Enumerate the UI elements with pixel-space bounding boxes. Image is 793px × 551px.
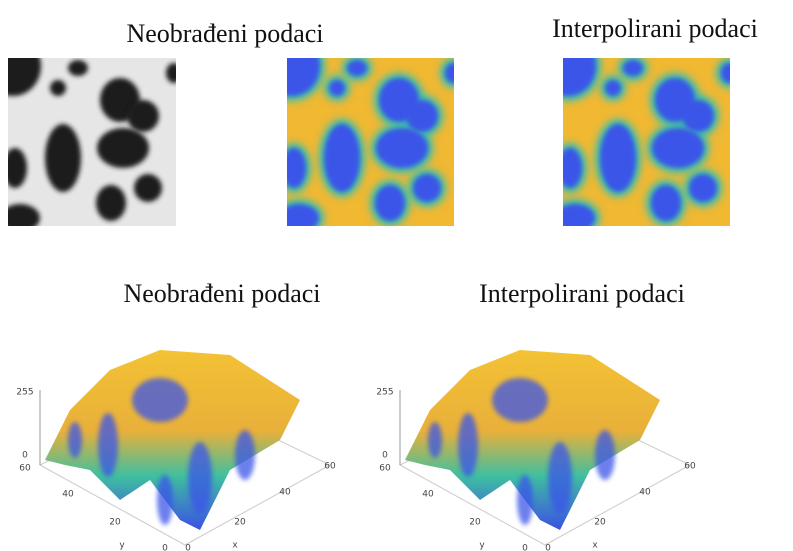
blob	[8, 204, 40, 226]
blob	[563, 148, 582, 188]
valley	[235, 430, 255, 480]
x-tick-label: 60	[684, 462, 696, 472]
blob	[600, 124, 636, 192]
surface-plot: Neobrađeni podaci 0 255 0 20 40 60 0 20 40 60 x y	[16, 279, 336, 551]
blob	[134, 174, 162, 202]
plot-title: Interpolirani podaci	[479, 279, 685, 308]
title: Interpolirani podaci	[552, 14, 758, 43]
blob	[8, 148, 27, 188]
y-tick-label: 60	[379, 464, 391, 474]
blob	[563, 58, 596, 96]
y-axis-label: y	[479, 541, 485, 551]
blob	[413, 174, 441, 202]
blob	[45, 124, 81, 192]
x-tick-label: 60	[324, 462, 336, 472]
blob	[652, 128, 704, 168]
valley	[492, 378, 548, 422]
blob	[375, 185, 405, 221]
valley	[98, 413, 118, 477]
images	[8, 58, 730, 226]
blob	[721, 63, 730, 83]
blob	[329, 80, 345, 96]
blob	[376, 128, 428, 168]
surface-plot: Interpolirani podaci 0 255 0 20 40 60 0 20 40 60 x y	[376, 279, 696, 551]
x-tick-label: 0	[545, 544, 551, 551]
y-tick-label: 0	[162, 544, 168, 551]
valley	[548, 442, 572, 514]
y-tick-label: 60	[19, 464, 31, 474]
x-tick-label: 0	[185, 544, 191, 551]
blob	[445, 63, 454, 83]
blob	[651, 185, 681, 221]
blob	[689, 174, 717, 202]
blob	[287, 148, 306, 188]
z-tick-label: 255	[16, 388, 33, 398]
plots: Neobrađeni podaci025502040600204060xyInt…	[16, 279, 696, 551]
y-tick-label: 20	[109, 518, 121, 528]
blob	[287, 58, 320, 96]
blob	[682, 100, 714, 132]
y-tick-label: 20	[469, 518, 481, 528]
blob	[97, 128, 149, 168]
blob	[347, 60, 367, 76]
valley	[157, 475, 173, 525]
y-tick-label: 40	[62, 490, 74, 500]
blob	[127, 100, 159, 132]
blob	[68, 60, 88, 76]
blob	[8, 58, 41, 96]
blob	[324, 124, 360, 192]
image	[287, 58, 454, 226]
valley	[458, 413, 478, 477]
blob	[166, 63, 176, 83]
image	[563, 58, 730, 226]
blob	[96, 185, 126, 221]
valley	[68, 422, 82, 458]
blob	[287, 204, 319, 226]
valley	[188, 442, 212, 514]
x-tick-label: 20	[594, 518, 606, 528]
surface	[405, 350, 660, 530]
image	[8, 58, 176, 226]
x-tick-label: 40	[639, 488, 651, 498]
x-axis-label: x	[232, 541, 238, 551]
z-tick-label: 255	[376, 388, 393, 398]
surface	[45, 350, 300, 530]
x-tick-label: 40	[279, 488, 291, 498]
blob	[623, 60, 643, 76]
blob	[50, 80, 66, 96]
y-axis-label: y	[119, 541, 125, 551]
z-tick-label: 0	[382, 451, 388, 461]
x-axis-label: x	[592, 541, 598, 551]
valley	[517, 475, 533, 525]
plot-title: Neobrađeni podaci	[123, 279, 320, 308]
x-tick-label: 20	[234, 518, 246, 528]
valley	[428, 422, 442, 458]
valley	[595, 430, 615, 480]
y-tick-label: 40	[422, 490, 434, 500]
z-tick-label: 0	[22, 451, 28, 461]
blob	[406, 100, 438, 132]
blob	[605, 80, 621, 96]
blob	[563, 204, 595, 226]
valley	[132, 378, 188, 422]
y-tick-label: 0	[522, 544, 528, 551]
title: Neobrađeni podaci	[126, 19, 323, 48]
